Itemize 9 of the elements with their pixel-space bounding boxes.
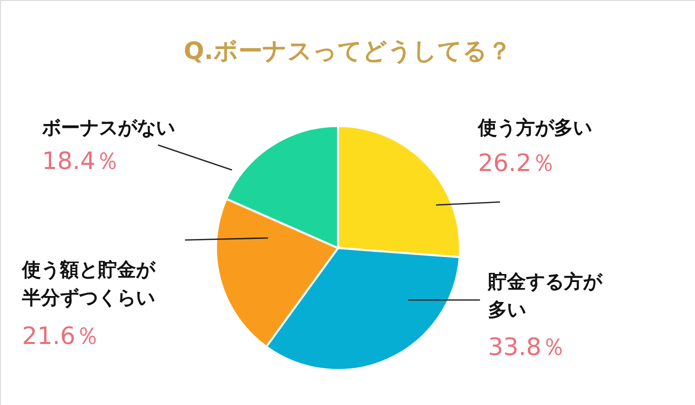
data-label: 21.6％ [22, 322, 100, 350]
data-label: 33.8％ [488, 333, 566, 361]
chart-title: Q.ボーナスってどうしてる？ [184, 37, 512, 65]
slice-label: 使う額と貯金が半分ずつくらい [21, 259, 156, 309]
slice-label: 貯金する方が多い [487, 271, 603, 321]
data-label: 26.2％ [478, 149, 556, 177]
slice-label: 使う方が多い [477, 117, 592, 139]
data-label: 18.4％ [42, 147, 120, 175]
slice-label: ボーナスがない [41, 117, 175, 139]
